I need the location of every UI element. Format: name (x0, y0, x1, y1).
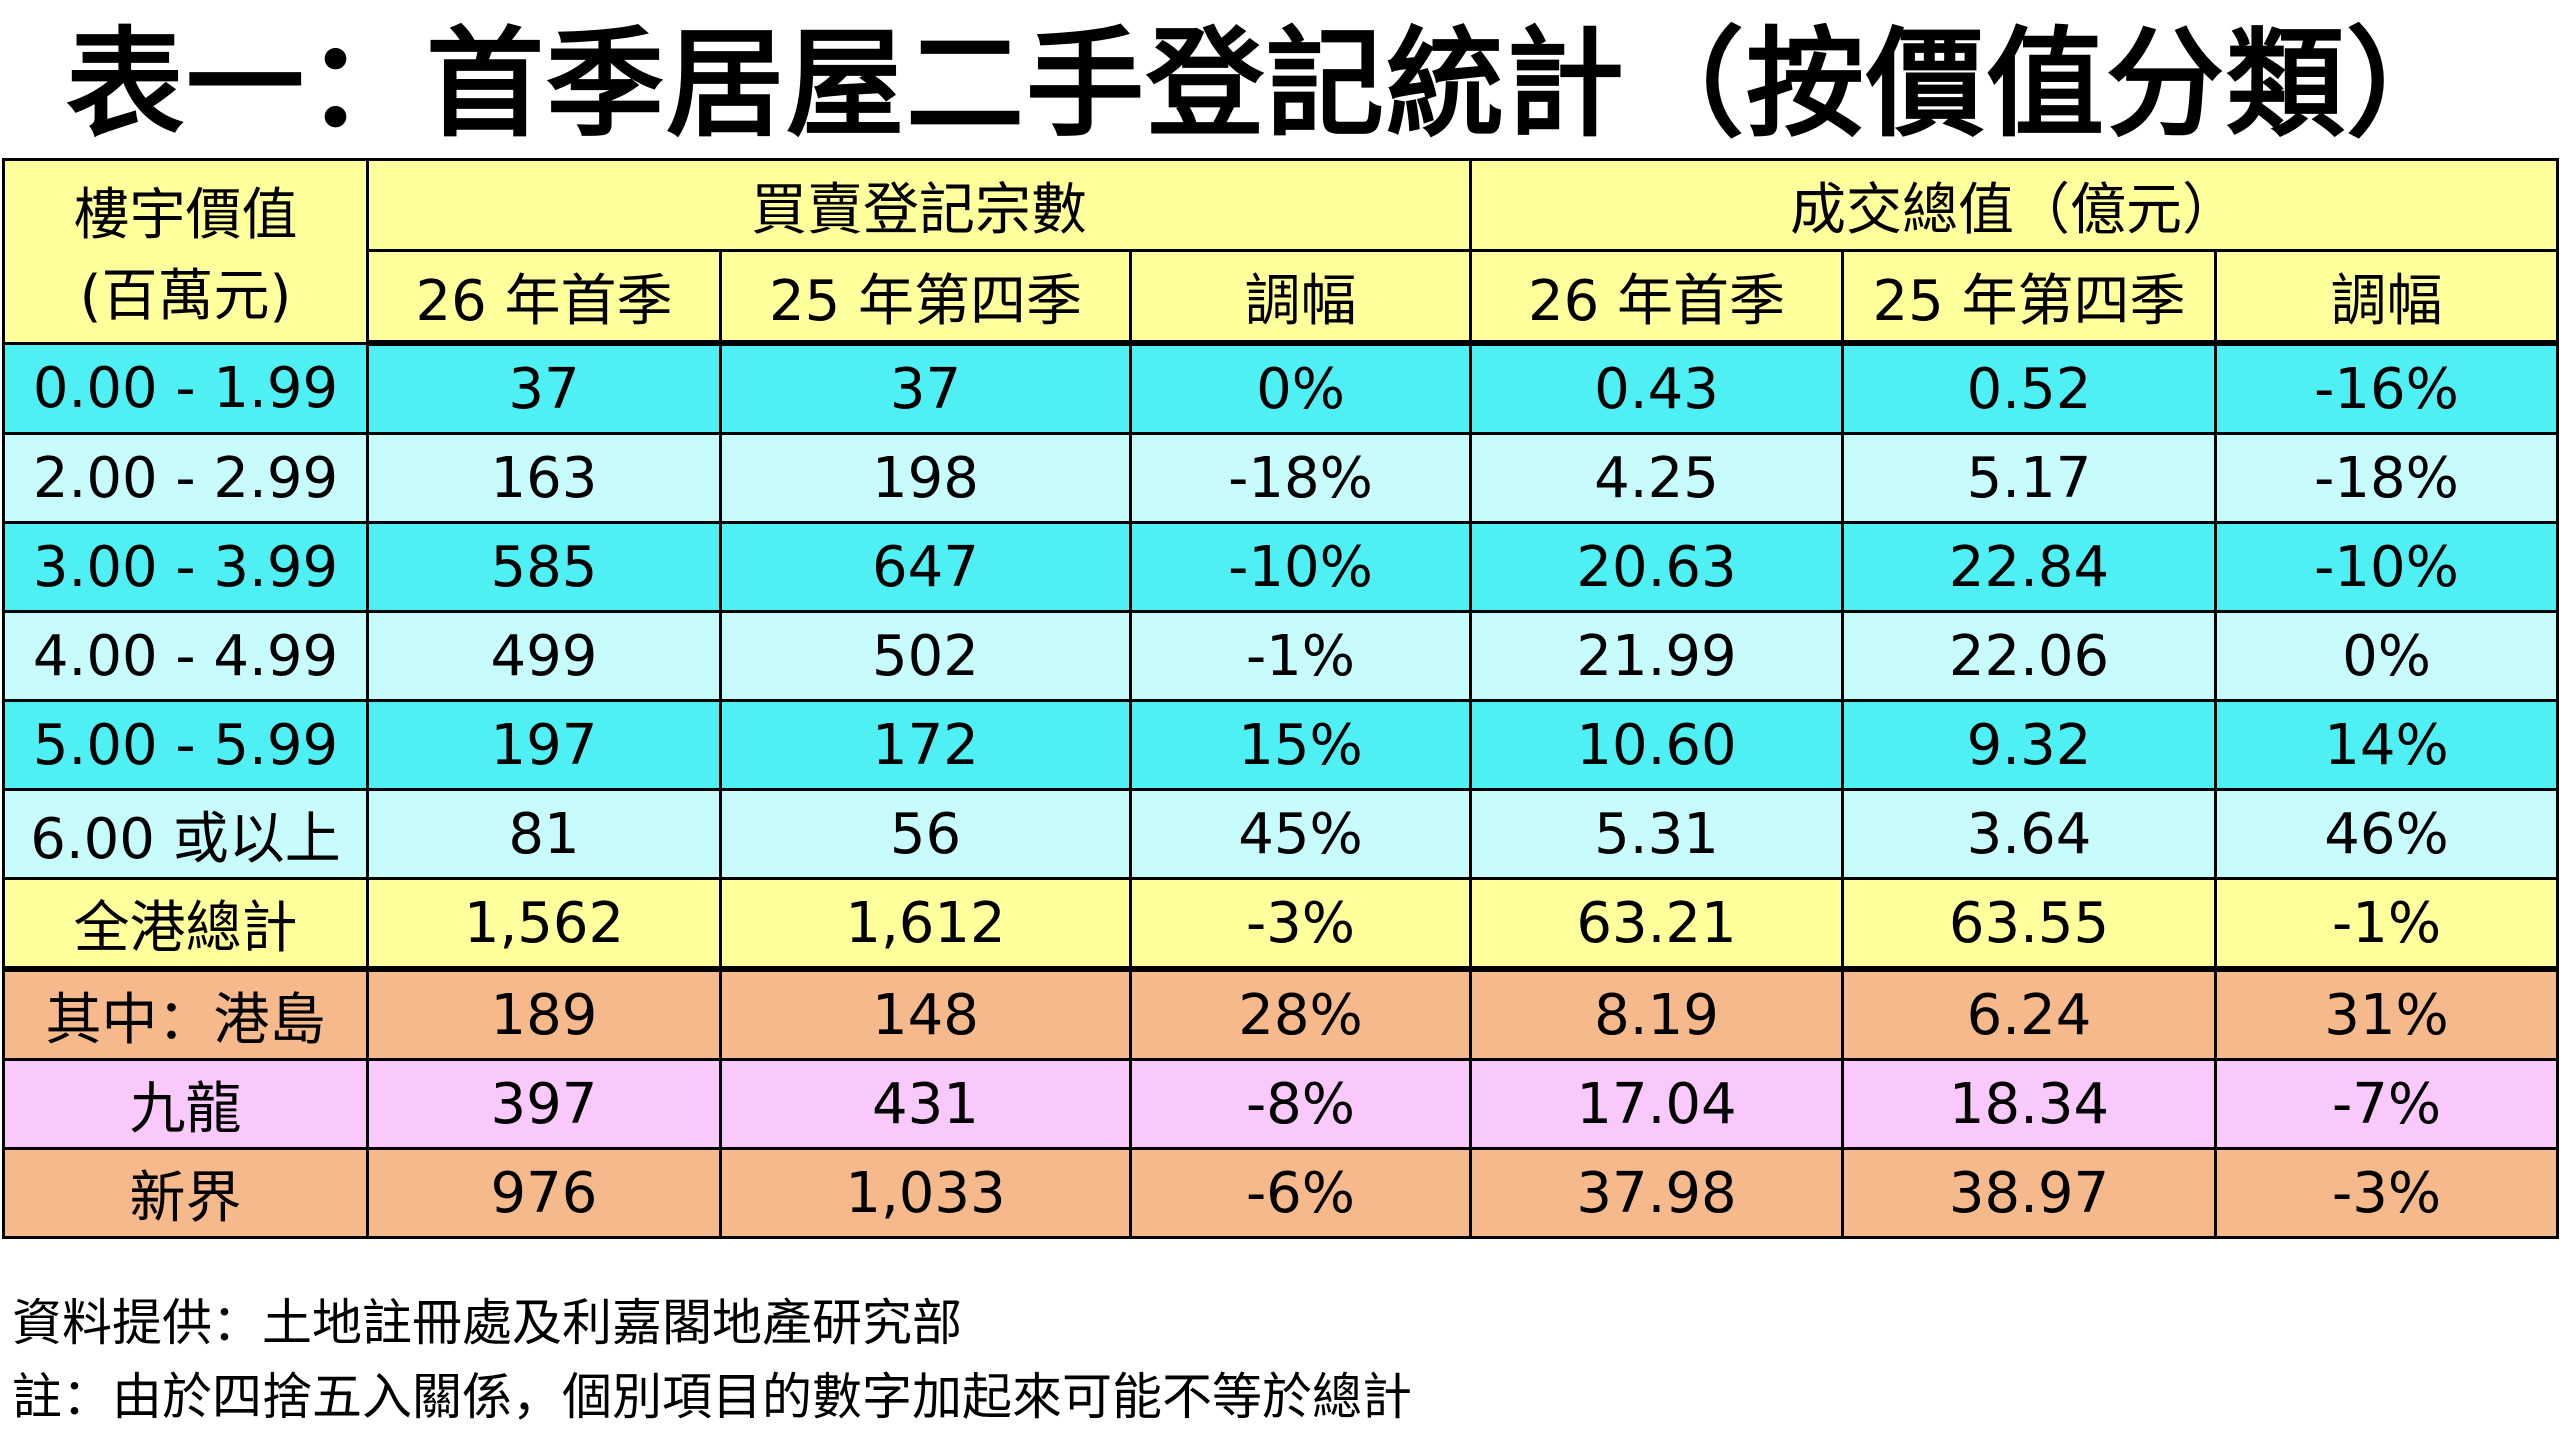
value-change-cell: 46% (2213, 788, 2560, 880)
value-q1-header: 26 年首季 (1469, 249, 1844, 346)
price-header-line1: 樓宇價值 (73, 183, 298, 249)
source-note: 資料提供：土地註冊處及利嘉閣地產研究部 (12, 1294, 962, 1352)
count-change-cell: -18% (1129, 432, 1472, 524)
value-q4-cell: 9.32 (1841, 699, 2217, 791)
value-change-cell: -1% (2213, 877, 2560, 972)
value-q1-cell: 20.63 (1469, 521, 1844, 613)
count-q4-cell: 1,612 (719, 877, 1132, 972)
table-row: 4.00 - 4.99 499 502 -1% 21.99 22.06 0% (2, 610, 2560, 702)
price-column-header: 樓宇價值 (百萬元) (2, 158, 369, 345)
price-band-cell: 4.00 - 4.99 (2, 610, 369, 702)
count-q1-cell: 163 (366, 432, 722, 524)
total-row: 全港總計 1,562 1,612 -3% 63.21 63.55 -1% (2, 877, 2560, 972)
table-row: 3.00 - 3.99 585 647 -10% 20.63 22.84 -10… (2, 521, 2560, 613)
count-change-cell: -6% (1129, 1147, 1472, 1239)
district-row: 其中：港島 189 148 28% 8.19 6.24 31% (2, 967, 2560, 1061)
table-row: 0.00 - 1.99 37 37 0% 0.43 0.52 -16% (2, 341, 2560, 435)
value-q4-cell: 22.84 (1841, 521, 2217, 613)
count-q4-cell: 431 (719, 1058, 1132, 1150)
price-band-cell: 全港總計 (2, 877, 369, 972)
count-q4-header: 25 年第四季 (719, 249, 1132, 346)
table-row: 6.00 或以上 81 56 45% 5.31 3.64 46% (2, 788, 2560, 880)
price-band-cell: 0.00 - 1.99 (2, 341, 369, 435)
count-q1-cell: 197 (366, 699, 722, 791)
count-group-header: 買賣登記宗數 (366, 158, 1472, 252)
value-change-cell: 31% (2213, 967, 2560, 1061)
district-row: 九龍 397 431 -8% 17.04 18.34 -7% (2, 1058, 2560, 1150)
count-q1-cell: 81 (366, 788, 722, 880)
value-q1-cell: 8.19 (1469, 967, 1844, 1061)
value-change-cell: -10% (2213, 521, 2560, 613)
count-q4-cell: 198 (719, 432, 1132, 524)
count-q1-cell: 585 (366, 521, 722, 613)
price-band-cell: 5.00 - 5.99 (2, 699, 369, 791)
district-cell: 九龍 (2, 1058, 369, 1150)
value-q1-cell: 4.25 (1469, 432, 1844, 524)
value-q1-cell: 0.43 (1469, 341, 1844, 435)
value-q4-cell: 22.06 (1841, 610, 2217, 702)
value-q1-cell: 10.60 (1469, 699, 1844, 791)
price-band-cell: 6.00 或以上 (2, 788, 369, 880)
district-cell: 其中：港島 (2, 967, 369, 1061)
count-change-cell: -10% (1129, 521, 1472, 613)
value-q4-cell: 18.34 (1841, 1058, 2217, 1150)
value-change-cell: 14% (2213, 699, 2560, 791)
count-change-cell: 45% (1129, 788, 1472, 880)
header-row: 樓宇價值 (百萬元) 買賣登記宗數 成交總值（億元） (2, 158, 2560, 345)
value-q1-cell: 37.98 (1469, 1147, 1844, 1239)
value-change-header: 調幅 (2213, 249, 2560, 346)
count-change-cell: 15% (1129, 699, 1472, 791)
rounding-note: 註：由於四捨五入關係，個別項目的數字加起來可能不等於總計 (12, 1368, 1412, 1426)
count-q4-cell: 37 (719, 341, 1132, 435)
count-q4-cell: 56 (719, 788, 1132, 880)
subheader-row: 26 年首季 25 年第四季 調幅 26 年首季 25 年第四季 調幅 (4, 249, 2560, 346)
value-q4-cell: 0.52 (1841, 341, 2217, 435)
district-cell: 新界 (2, 1147, 369, 1239)
value-q4-cell: 63.55 (1841, 877, 2217, 972)
count-q1-cell: 37 (366, 341, 722, 435)
value-q4-cell: 3.64 (1841, 788, 2217, 880)
value-change-cell: -3% (2213, 1147, 2560, 1239)
table-row: 2.00 - 2.99 163 198 -18% 4.25 5.17 -18% (2, 432, 2560, 524)
count-q4-cell: 148 (719, 967, 1132, 1061)
count-q1-cell: 189 (366, 967, 722, 1061)
count-change-cell: -1% (1129, 610, 1472, 702)
count-q4-cell: 502 (719, 610, 1132, 702)
count-q1-cell: 397 (366, 1058, 722, 1150)
count-q1-cell: 499 (366, 610, 722, 702)
value-group-header: 成交總值（億元） (1468, 158, 2560, 252)
count-change-cell: 0% (1129, 341, 1472, 435)
price-band-cell: 2.00 - 2.99 (2, 432, 369, 524)
value-change-cell: -7% (2213, 1058, 2560, 1150)
value-q1-cell: 17.04 (1469, 1058, 1844, 1150)
count-change-cell: -3% (1129, 877, 1472, 972)
value-change-cell: -16% (2213, 341, 2560, 435)
value-change-cell: 0% (2213, 610, 2560, 702)
district-row: 新界 976 1,033 -6% 37.98 38.97 -3% (2, 1147, 2560, 1239)
count-q1-cell: 976 (366, 1147, 722, 1239)
value-q1-cell: 5.31 (1469, 788, 1844, 880)
table-row: 5.00 - 5.99 197 172 15% 10.60 9.32 14% (2, 699, 2560, 791)
value-q4-cell: 5.17 (1841, 432, 2217, 524)
count-change-cell: 28% (1129, 967, 1472, 1061)
registration-statistics-table: 樓宇價值 (百萬元) 買賣登記宗數 成交總值（億元） 26 年首季 25 年第四… (2, 158, 2560, 1239)
price-header-line2: (百萬元) (79, 264, 292, 330)
count-change-cell: -8% (1129, 1058, 1472, 1150)
value-q4-header: 25 年第四季 (1841, 249, 2217, 346)
value-q4-cell: 38.97 (1841, 1147, 2217, 1239)
value-q1-cell: 63.21 (1469, 877, 1844, 972)
count-q1-header: 26 年首季 (366, 249, 722, 346)
count-q4-cell: 1,033 (719, 1147, 1132, 1239)
value-q4-cell: 6.24 (1841, 967, 2217, 1061)
value-q1-cell: 21.99 (1469, 610, 1844, 702)
count-q4-cell: 172 (719, 699, 1132, 791)
price-band-cell: 3.00 - 3.99 (2, 521, 369, 613)
value-change-cell: -18% (2213, 432, 2560, 524)
count-q1-cell: 1,562 (366, 877, 722, 972)
table-title: 表一：首季居屋二手登記統計（按價值分類） (66, 15, 2467, 153)
count-change-header: 調幅 (1129, 249, 1472, 346)
count-q4-cell: 647 (719, 521, 1132, 613)
